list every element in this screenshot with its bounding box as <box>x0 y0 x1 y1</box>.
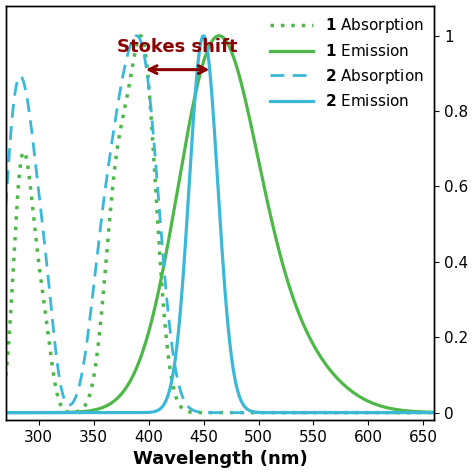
Text: Stokes shift: Stokes shift <box>118 38 238 56</box>
Legend: $\mathbf{1}$ Absorption, $\mathbf{1}$ Emission, $\mathbf{2}$ Absorption, $\mathb: $\mathbf{1}$ Absorption, $\mathbf{1}$ Em… <box>264 10 430 115</box>
X-axis label: Wavelength (nm): Wavelength (nm) <box>133 450 307 468</box>
